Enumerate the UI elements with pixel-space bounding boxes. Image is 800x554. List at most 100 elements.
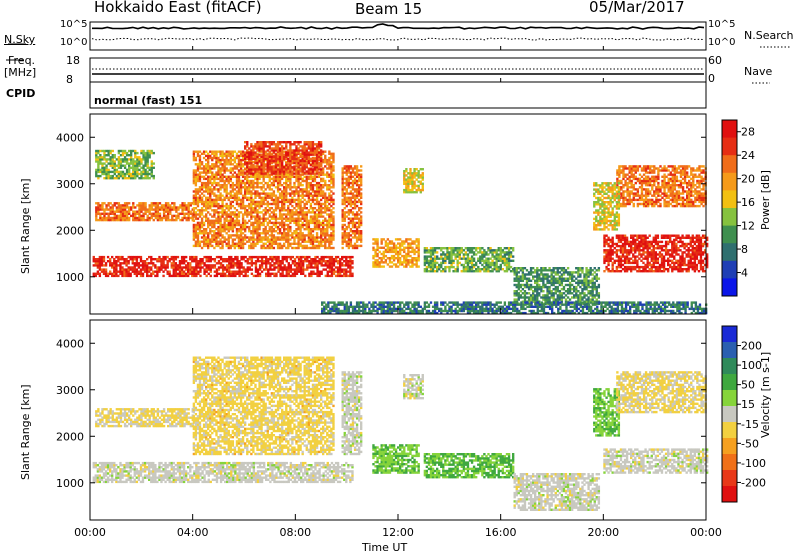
data-cell: [423, 247, 427, 250]
data-cell: [131, 270, 134, 273]
data-cell: [272, 151, 276, 154]
data-cell: [405, 254, 408, 258]
data-cell: [198, 163, 202, 166]
data-cell: [283, 141, 286, 144]
data-cell: [431, 270, 435, 273]
data-cell: [283, 170, 286, 173]
data-cell: [254, 155, 257, 158]
data-cell: [231, 152, 235, 155]
data-cell: [349, 266, 352, 269]
data-cell: [258, 147, 261, 150]
data-cell: [182, 260, 186, 263]
data-cell: [303, 246, 306, 250]
data-cell: [431, 257, 435, 260]
data-cell: [301, 166, 304, 169]
data-cell: [345, 177, 348, 181]
data-cell: [309, 170, 313, 173]
data-cell: [237, 184, 241, 187]
data-cell: [231, 150, 235, 153]
data-cell: [142, 151, 145, 155]
data-cell: [117, 170, 121, 174]
data-cell: [213, 234, 216, 237]
data-cell: [170, 274, 173, 278]
data-cell: [229, 200, 232, 204]
data-cell: [405, 238, 408, 241]
data-cell: [254, 202, 257, 206]
data-cell: [250, 184, 253, 187]
data-cell: [202, 215, 206, 218]
data-cell: [152, 151, 155, 155]
data-cell: [185, 268, 188, 271]
data-cell: [289, 159, 292, 163]
data-cell: [353, 244, 357, 248]
data-cell: [268, 215, 271, 218]
data-cell: [384, 261, 388, 264]
data-cell: [111, 164, 114, 167]
data-cell: [334, 274, 338, 278]
data-cell: [207, 154, 210, 158]
data-cell: [421, 178, 424, 181]
data-cell: [411, 188, 414, 192]
data-cell: [203, 270, 206, 273]
data-cell: [142, 204, 145, 207]
data-cell: [297, 167, 300, 170]
data-cell: [235, 236, 239, 239]
data-cell: [221, 198, 224, 202]
data-cell: [256, 149, 259, 152]
data-cell: [264, 238, 267, 241]
data-cell: [415, 168, 418, 171]
data-cell: [429, 249, 433, 252]
data-cell: [317, 244, 321, 248]
data-cell: [192, 158, 196, 162]
data-cell: [419, 188, 422, 192]
data-cell: [175, 208, 178, 211]
data-cell: [241, 175, 245, 178]
data-cell: [330, 204, 333, 208]
data-cell: [308, 255, 311, 259]
data-cell: [332, 217, 335, 220]
data-cell: [341, 223, 344, 227]
data-cell: [202, 232, 206, 235]
data-cell: [409, 261, 412, 264]
data-cell: [276, 221, 280, 225]
data-cell: [207, 152, 210, 155]
data-cell: [128, 212, 131, 215]
data-cell: [115, 210, 119, 213]
data-cell: [241, 186, 245, 189]
data-cell: [295, 209, 298, 212]
data-cell: [198, 240, 202, 243]
data-cell: [293, 200, 296, 204]
data-cell: [265, 262, 268, 265]
data-cell: [307, 228, 311, 231]
data-cell: [281, 194, 284, 197]
data-cell: [205, 238, 208, 241]
data-cell: [345, 244, 348, 248]
data-cell: [326, 196, 329, 199]
data-cell: [146, 258, 149, 261]
data-cell: [215, 268, 219, 271]
data-cell: [221, 169, 224, 172]
data-cell: [326, 221, 329, 225]
data-cell: [142, 214, 145, 218]
data-cell: [266, 141, 269, 144]
data-cell: [330, 194, 333, 197]
data-cell: [291, 167, 294, 170]
data-cell: [209, 230, 212, 233]
data-cell: [105, 177, 108, 180]
data-cell: [200, 223, 204, 227]
data-cell: [97, 204, 100, 207]
data-cell: [132, 162, 135, 165]
data-cell: [309, 202, 313, 206]
data-cell: [278, 228, 282, 231]
data-cell: [189, 202, 192, 205]
data-cell: [407, 263, 410, 266]
data-cell: [111, 162, 114, 165]
data-cell: [341, 264, 344, 267]
data-cell: [224, 260, 227, 263]
data-cell: [234, 272, 237, 275]
data-cell: [302, 260, 305, 263]
data-cell: [217, 213, 220, 216]
data-cell: [274, 219, 278, 222]
data-cell: [132, 158, 135, 161]
data-cell: [317, 200, 321, 204]
